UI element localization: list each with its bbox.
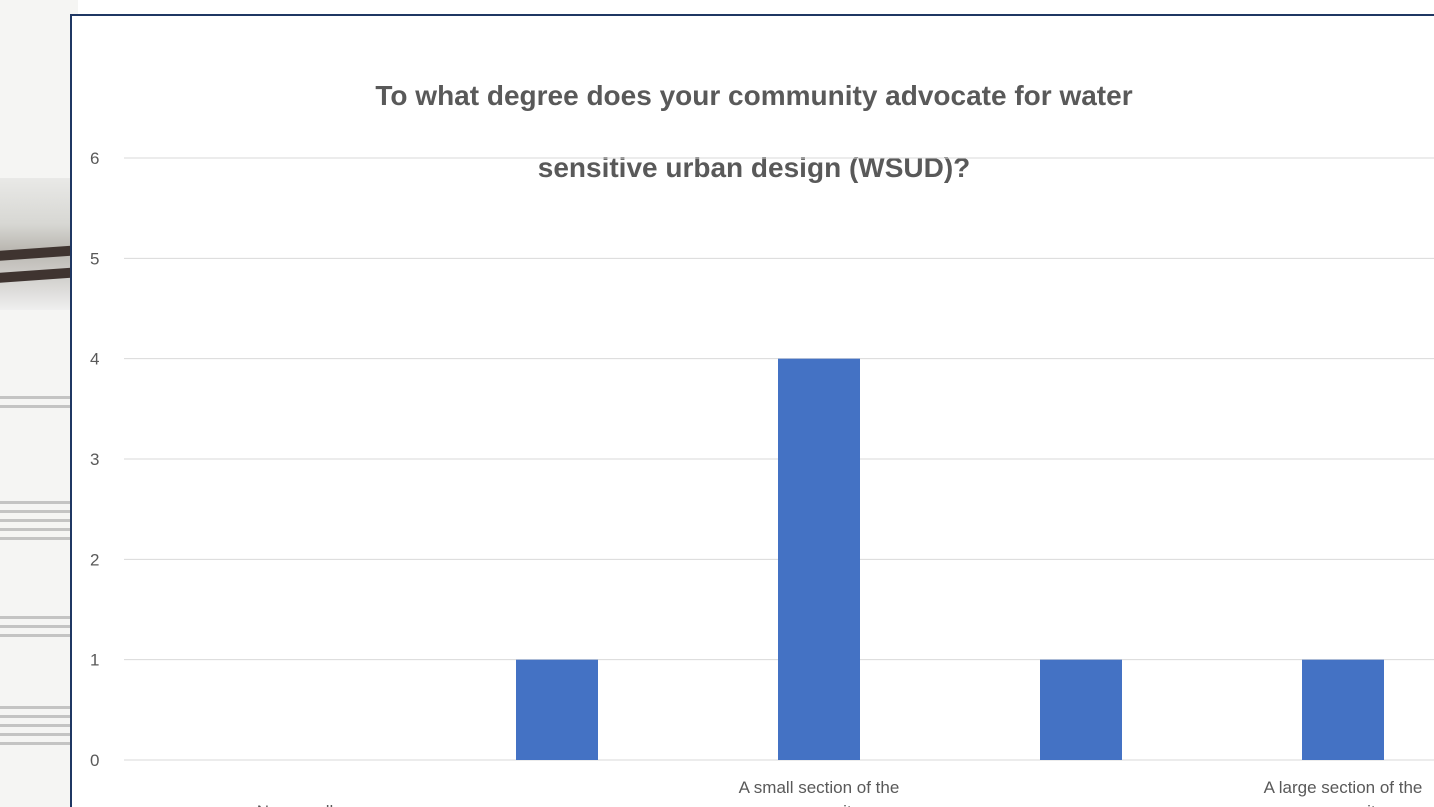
background-text-line	[0, 537, 74, 540]
chart-title: To what degree does your community advoc…	[72, 42, 1434, 222]
x-tick-label: community	[1302, 802, 1385, 807]
background-text-line	[0, 616, 74, 619]
background-document	[0, 0, 78, 807]
bar	[516, 659, 598, 760]
background-text-line	[0, 733, 74, 736]
background-text-line	[0, 510, 74, 513]
background-text-line	[0, 625, 74, 628]
chart-panel: To what degree does your community advoc…	[70, 14, 1434, 807]
y-tick-label: 3	[90, 450, 99, 469]
y-tick-label: 4	[90, 350, 99, 369]
background-text-line	[0, 396, 74, 399]
x-tick-label: No one all	[257, 802, 334, 807]
background-text-line	[0, 528, 74, 531]
x-tick-label: community	[778, 802, 861, 807]
background-text-lines	[0, 390, 74, 414]
background-text-line	[0, 724, 74, 727]
background-text-line	[0, 706, 74, 709]
background-text-line	[0, 501, 74, 504]
background-text-line	[0, 634, 74, 637]
bar	[1302, 659, 1384, 760]
background-text-line	[0, 715, 74, 718]
chart-title-line-1: To what degree does your community advoc…	[375, 80, 1133, 111]
y-tick-label: 1	[90, 651, 99, 670]
background-text-line	[0, 519, 74, 522]
background-photo	[0, 178, 78, 310]
y-tick-label: 0	[90, 751, 99, 770]
y-tick-label: 2	[90, 550, 99, 569]
bar-chart: 0 1 2 3 4 5 6 No one all A small section of the c…	[90, 149, 1434, 807]
bar	[778, 358, 860, 760]
bar	[1040, 659, 1122, 760]
x-tick-label: A small section of the	[739, 778, 900, 797]
background-text-lines	[0, 610, 74, 643]
y-tick-label: 5	[90, 249, 99, 268]
chart-title-line-2: sensitive urban design (WSUD)?	[537, 152, 971, 183]
background-text-line	[0, 405, 74, 408]
x-tick-label: A large section of the	[1264, 778, 1423, 797]
background-text-line	[0, 742, 74, 745]
background-text-lines	[0, 700, 74, 751]
y-tick-label: 6	[90, 149, 99, 168]
background-text-lines	[0, 495, 74, 546]
